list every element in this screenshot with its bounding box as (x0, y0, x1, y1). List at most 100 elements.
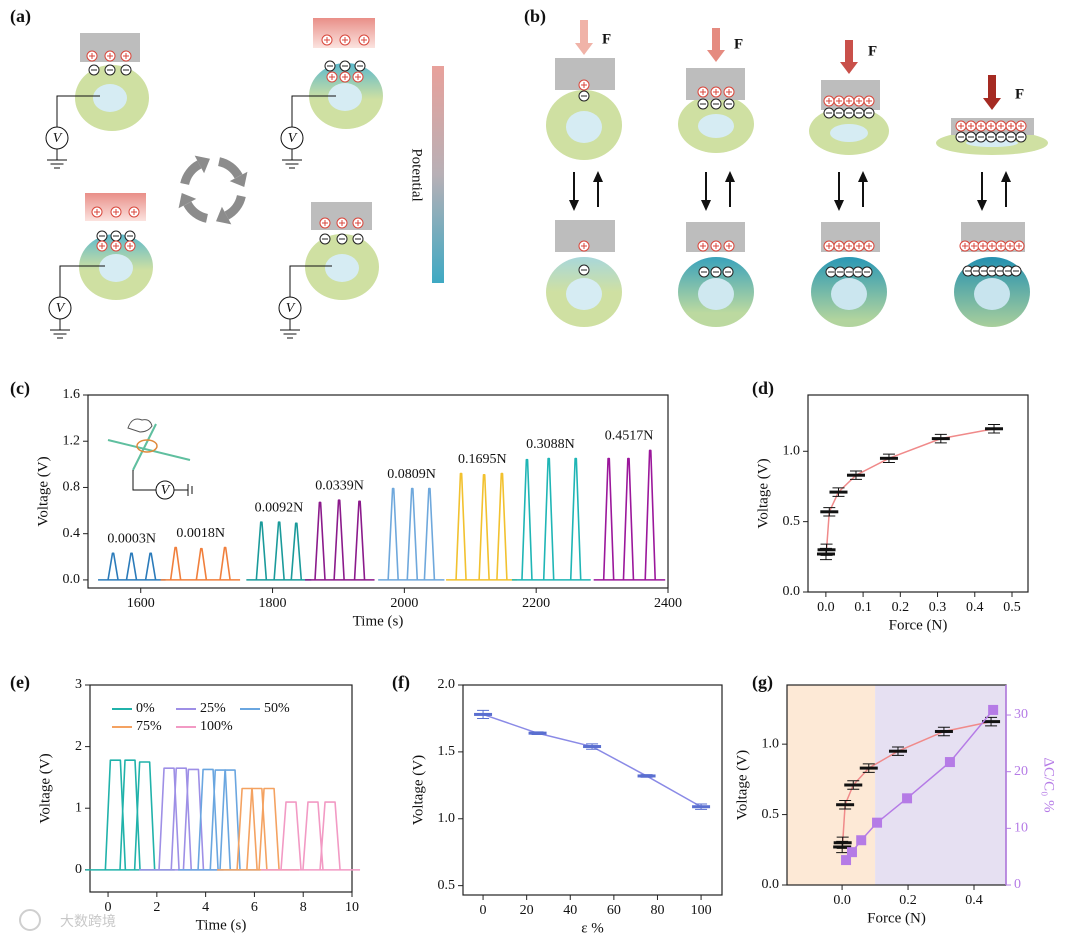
series-label: 0.0809N (387, 467, 436, 482)
cycle-arrow-head (216, 206, 232, 225)
marker (637, 774, 656, 778)
ring-core (99, 254, 133, 282)
pulse (219, 769, 241, 870)
x-tick-label: 0.0 (833, 893, 851, 908)
x-tick-label: 2400 (654, 596, 682, 611)
y-axis-label: Voltage (V) (734, 750, 750, 820)
wire (56, 95, 100, 127)
x-tick-label: 1800 (259, 596, 287, 611)
watermark-logo (19, 909, 41, 931)
x-tick-label: 0.2 (899, 893, 917, 908)
y-tick-label: 0 (75, 862, 82, 877)
x-axis-label: Force (N) (889, 617, 948, 633)
y-tick-label: 0.0 (63, 572, 81, 587)
potential-label: Potential (409, 148, 425, 201)
legend-label: 50% (264, 701, 290, 716)
cycle-arrow-head (178, 193, 197, 209)
series-label: 0.0092N (255, 500, 304, 515)
arrow-head (977, 200, 987, 211)
cycle-arrow (224, 194, 246, 220)
force-arrow (983, 75, 1001, 110)
series-label: 0.0003N (107, 532, 156, 547)
x-tick-label: 0.1 (854, 600, 872, 615)
series-line (482, 713, 702, 808)
force-arrow (575, 20, 593, 55)
ring-core (698, 114, 734, 138)
y2-tick-label: 0 (1014, 877, 1021, 892)
x-tick-label: 0.4 (965, 893, 983, 908)
x-tick-label: 6 (251, 900, 258, 915)
fiber (132, 423, 157, 471)
region (875, 685, 1006, 885)
pulse (423, 487, 436, 580)
marker (844, 783, 863, 787)
marker (985, 427, 1004, 431)
force-label: F (868, 43, 877, 59)
y-tick-label: 1.2 (63, 433, 81, 448)
x-axis-label: ε % (581, 920, 604, 936)
wire (289, 265, 332, 297)
marker (583, 745, 602, 749)
pulse (170, 767, 193, 870)
meter-label: V (53, 131, 63, 146)
panel-label: (b) (524, 6, 546, 27)
potential-bar (432, 66, 444, 283)
ring-core (566, 278, 602, 310)
x-tick-label: 80 (650, 903, 664, 918)
x-tick-label: 1600 (127, 596, 155, 611)
x-axis-label: Time (s) (196, 917, 247, 933)
ring-core (830, 124, 868, 142)
marker (846, 847, 857, 858)
cycle-arrow (217, 157, 243, 179)
legend-label: 0% (136, 701, 155, 716)
marker (841, 855, 852, 866)
fiber (107, 439, 191, 461)
pulse (273, 521, 285, 580)
cycle-arrow (180, 160, 202, 186)
marker (988, 704, 999, 715)
force-label: F (602, 31, 611, 47)
marker (474, 712, 493, 716)
y-tick-label: 3 (75, 677, 82, 692)
y-axis-label: Voltage (V) (35, 456, 51, 526)
pulse (602, 457, 615, 580)
y2-tick-label: 20 (1014, 764, 1028, 779)
pulse (314, 501, 326, 580)
x-tick-label: 100 (691, 903, 712, 918)
y-axis-label: Voltage (V) (37, 753, 53, 823)
ring-core (698, 278, 734, 310)
pulse (496, 472, 508, 580)
y-tick-label: 0.5 (762, 807, 780, 822)
pulse (197, 768, 219, 870)
marker (528, 731, 547, 735)
x-tick-label: 4 (202, 900, 209, 915)
panel-label: (f) (392, 672, 410, 693)
pulse (107, 552, 119, 581)
marker (944, 757, 955, 768)
y-tick-label: 0.0 (783, 584, 801, 599)
pulse (387, 487, 399, 580)
pulse (290, 522, 303, 580)
arrow-head (858, 171, 868, 182)
pulse (542, 457, 555, 580)
y2-tick-label: 30 (1014, 707, 1028, 722)
series-label: 0.0018N (176, 526, 225, 541)
series-line (841, 720, 992, 848)
x-tick-label: 40 (563, 903, 577, 918)
x-tick-label: 0.3 (929, 600, 947, 615)
y-axis-label: Voltage (V) (755, 458, 771, 528)
ring-core (974, 278, 1010, 310)
meter-label: V (286, 301, 296, 316)
pulse (144, 552, 157, 581)
ring-core (566, 111, 602, 143)
x-tick-label: 20 (520, 903, 534, 918)
pulse (258, 787, 280, 870)
force-label: F (734, 36, 743, 52)
watermark: 大数跨境 (60, 914, 116, 930)
pulse (246, 787, 268, 870)
arrow-head (725, 171, 735, 182)
wire (59, 265, 105, 297)
marker (859, 766, 878, 770)
x-tick-label: 2200 (522, 596, 550, 611)
pulse (195, 547, 208, 581)
